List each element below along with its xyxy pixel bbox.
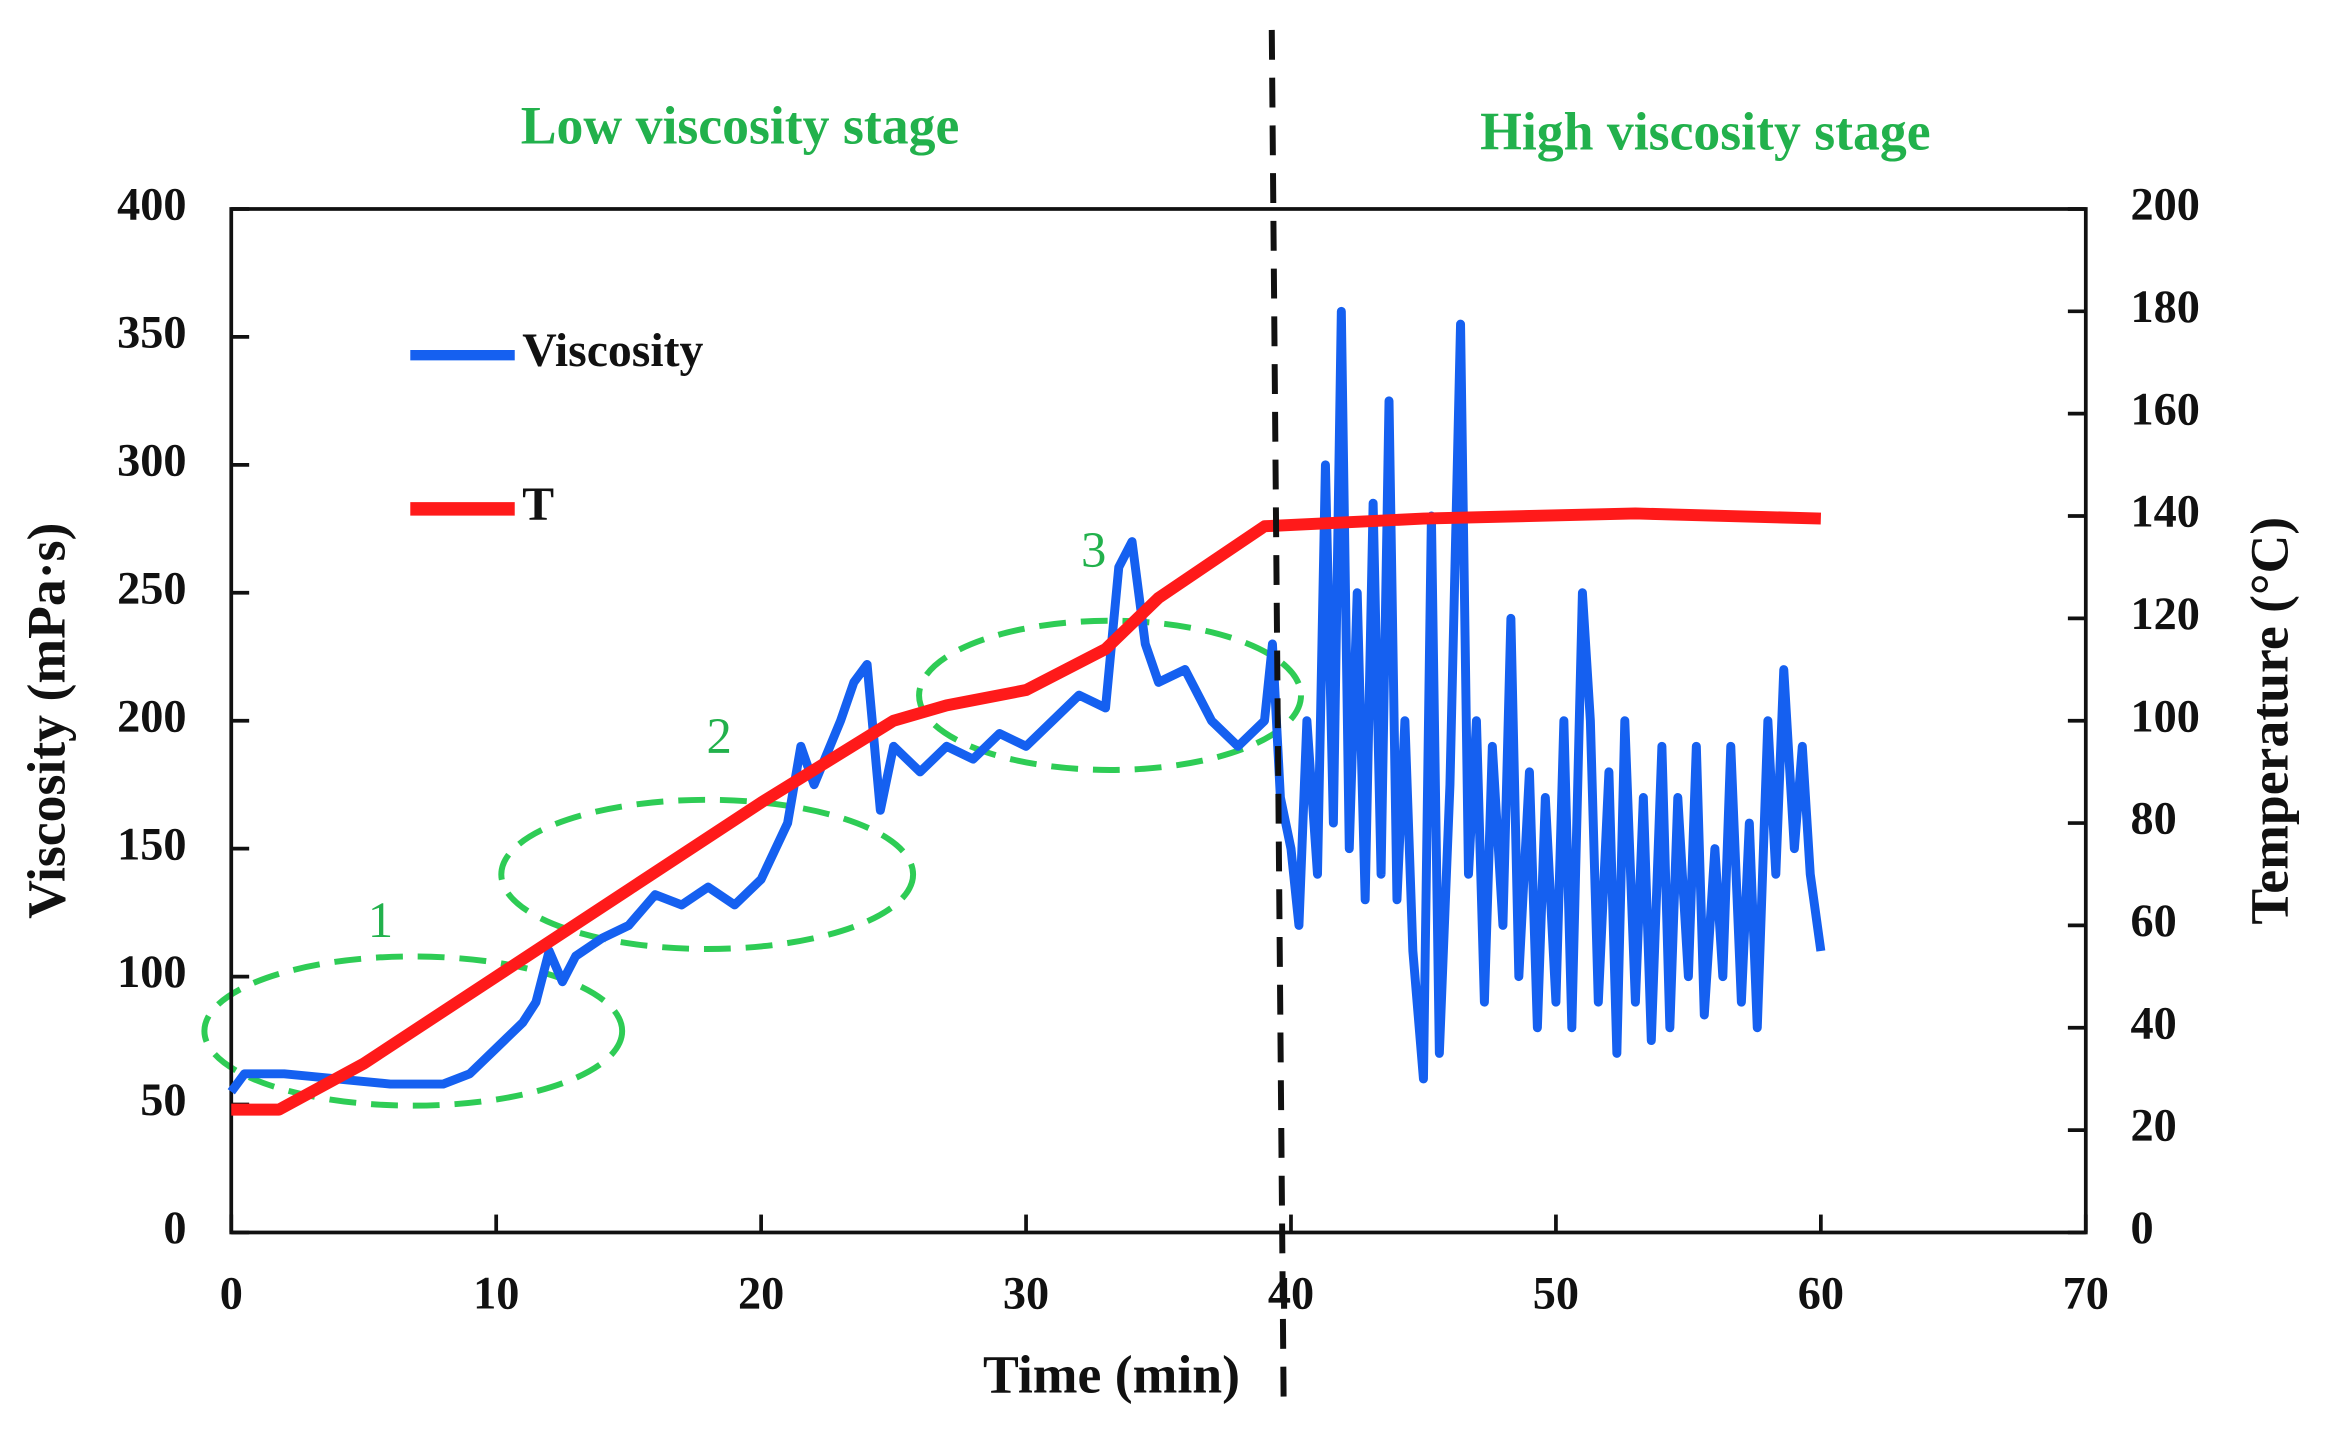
ellipse <box>498 796 917 952</box>
annotation: 3 <box>1081 522 1106 578</box>
data-line <box>227 306 1826 1095</box>
x-tick-label: 10 <box>473 1269 519 1320</box>
y2-tick-label: 40 <box>2131 998 2177 1049</box>
x-tick-label: 50 <box>1533 1269 1579 1320</box>
data-line <box>231 507 1822 1116</box>
y-tick-label: 200 <box>117 691 186 742</box>
y2-tick-label: 20 <box>2131 1101 2177 1152</box>
y-tick-label: 400 <box>117 180 186 231</box>
annotation: High viscosity stage <box>1480 102 1931 162</box>
y-tick-label: 250 <box>117 563 186 614</box>
plot-frame <box>229 207 2088 1235</box>
y-tick-label: 150 <box>117 819 186 870</box>
x-tick-label: 0 <box>220 1269 243 1320</box>
y-axis-label: Viscosity (mPa·s) <box>17 523 77 919</box>
legend-label: Viscosity <box>522 324 703 377</box>
y2-tick-label: 100 <box>2131 691 2200 742</box>
y2-axis-label: Temperature (°C) <box>2240 517 2300 925</box>
ellipse <box>201 953 626 1109</box>
y2-tick-label: 0 <box>2131 1203 2154 1254</box>
y2-tick-label: 140 <box>2131 487 2200 538</box>
y2-tick-label: 60 <box>2131 896 2177 947</box>
x-axis-label: Time (min) <box>983 1345 1240 1405</box>
y2-tick-label: 80 <box>2131 794 2177 845</box>
y-tick-label: 350 <box>117 308 186 359</box>
x-tick-label: 30 <box>1003 1269 1049 1320</box>
y2-tick-label: 200 <box>2131 180 2200 231</box>
x-tick-label: 40 <box>1268 1269 1314 1320</box>
annotation: Low viscosity stage <box>521 96 960 156</box>
annotation: 1 <box>368 892 393 948</box>
x-tick-label: 60 <box>1798 1269 1844 1320</box>
x-tick-label: 70 <box>2063 1269 2109 1320</box>
y-tick-label: 300 <box>117 435 186 486</box>
y-tick-label: 100 <box>117 947 186 998</box>
legend-label: T <box>522 478 554 531</box>
y-tick-label: 50 <box>140 1075 186 1126</box>
divider-line <box>1268 29 1287 1411</box>
x-tick-label: 20 <box>738 1269 784 1320</box>
highlight-ellipses <box>201 617 1304 1109</box>
y2-tick-label: 160 <box>2131 384 2200 435</box>
y2-tick-label: 120 <box>2131 589 2200 640</box>
y2-tick-label: 180 <box>2131 282 2200 333</box>
y-tick-label: 0 <box>163 1203 186 1254</box>
annotation: 2 <box>706 708 731 764</box>
